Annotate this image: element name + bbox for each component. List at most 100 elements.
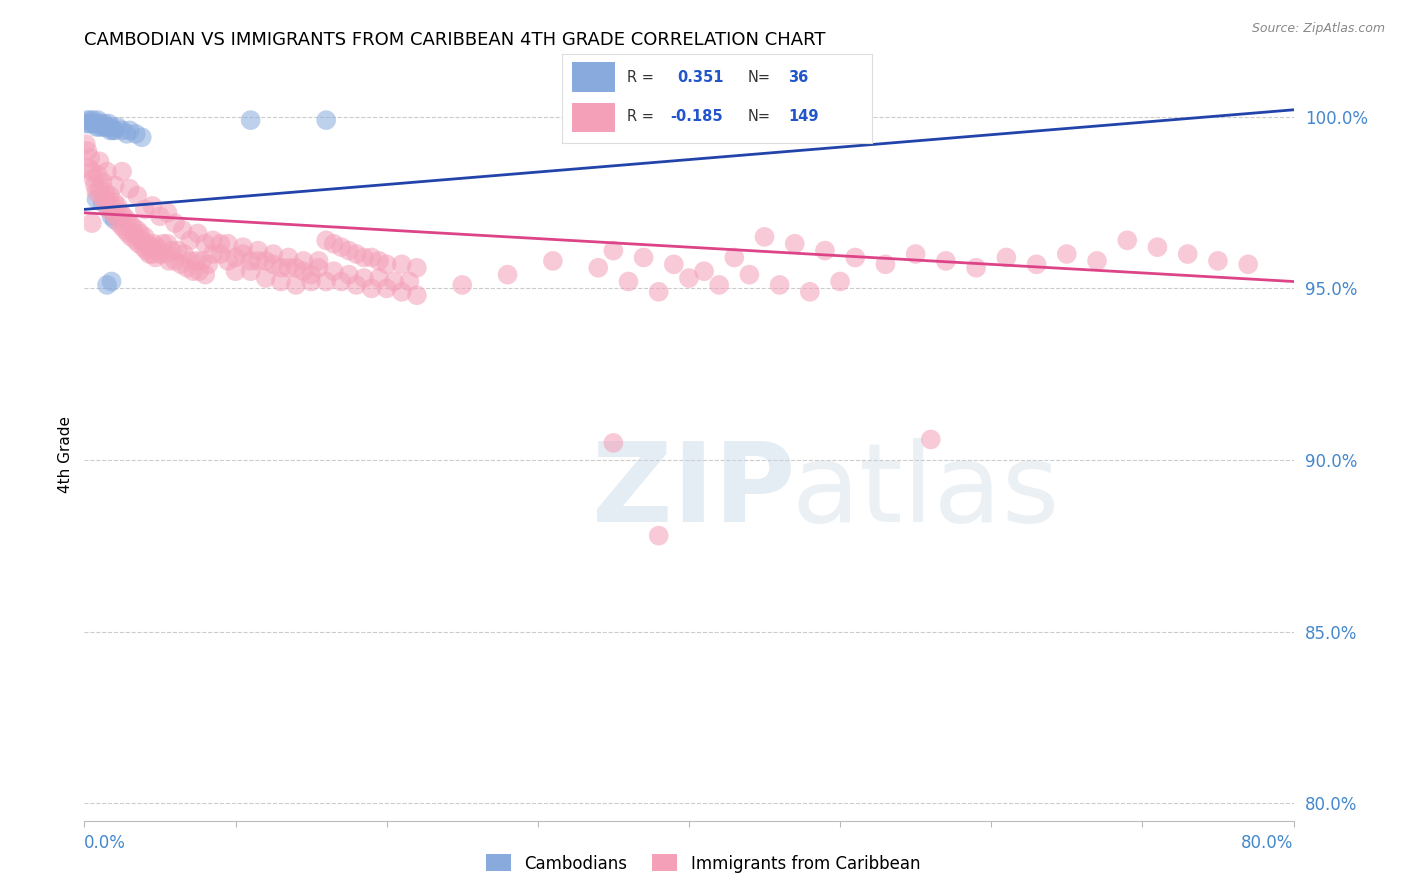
Point: [201, 247, 224, 261]
Point: [197, 257, 219, 271]
Point: [262, 257, 284, 271]
Point: [209, 247, 232, 261]
Point: [330, 275, 353, 289]
Point: [100, 209, 122, 223]
Point: [77, 161, 100, 176]
Point: [172, 223, 194, 237]
Text: CAMBODIAN VS IMMIGRANTS FROM CARIBBEAN 4TH GRADE CORRELATION CHART: CAMBODIAN VS IMMIGRANTS FROM CARIBBEAN 4…: [84, 31, 825, 49]
Point: [285, 260, 308, 275]
Point: [91, 195, 114, 210]
Point: [76, 113, 98, 128]
Point: [125, 233, 148, 247]
Y-axis label: 4th Grade: 4th Grade: [58, 417, 73, 493]
Point: [94, 185, 117, 199]
Point: [122, 227, 145, 241]
Point: [97, 202, 120, 217]
Point: [96, 277, 118, 292]
Point: [337, 244, 360, 258]
Point: [104, 123, 127, 137]
Point: [322, 264, 344, 278]
Point: [254, 253, 277, 268]
Point: [406, 260, 429, 275]
Point: [105, 209, 128, 223]
Point: [1116, 233, 1139, 247]
Point: [170, 257, 193, 271]
Point: [134, 202, 156, 217]
Point: [451, 277, 474, 292]
Text: 149: 149: [789, 109, 818, 124]
Point: [346, 247, 368, 261]
Point: [86, 192, 108, 206]
Point: [346, 277, 368, 292]
Point: [315, 275, 337, 289]
Point: [738, 268, 761, 282]
Point: [87, 113, 110, 128]
Point: [406, 288, 429, 302]
Point: [134, 230, 156, 244]
Point: [160, 244, 183, 258]
Point: [136, 236, 159, 251]
Point: [97, 116, 120, 130]
Point: [602, 436, 624, 450]
Point: [173, 247, 195, 261]
Point: [96, 120, 118, 134]
Point: [91, 175, 114, 189]
Point: [157, 253, 180, 268]
Point: [87, 168, 110, 182]
Point: [239, 264, 262, 278]
Point: [375, 257, 398, 271]
Point: [98, 188, 121, 202]
Point: [1206, 253, 1229, 268]
Point: [1056, 247, 1078, 261]
Point: [156, 236, 179, 251]
Point: [875, 257, 897, 271]
Point: [247, 244, 270, 258]
Point: [1177, 247, 1199, 261]
Point: [80, 116, 103, 130]
Point: [108, 216, 131, 230]
Point: [152, 236, 174, 251]
Point: [186, 253, 208, 268]
Point: [155, 247, 177, 261]
Point: [270, 260, 292, 275]
Point: [100, 275, 122, 289]
Point: [330, 240, 353, 254]
Text: R =: R =: [627, 109, 654, 124]
Point: [115, 127, 138, 141]
Legend: Cambodians, Immigrants from Caribbean: Cambodians, Immigrants from Caribbean: [479, 847, 927, 880]
Point: [391, 257, 413, 271]
Point: [814, 244, 837, 258]
Point: [292, 264, 315, 278]
Point: [96, 192, 118, 206]
Point: [217, 253, 239, 268]
Point: [254, 271, 277, 285]
Point: [353, 271, 375, 285]
Point: [127, 188, 149, 202]
Point: [118, 182, 141, 196]
Point: [94, 120, 117, 134]
Point: [496, 268, 519, 282]
Point: [111, 123, 134, 137]
Point: [110, 206, 132, 220]
Point: [149, 209, 172, 223]
Point: [86, 185, 108, 199]
Point: [118, 123, 141, 137]
Text: N=: N=: [748, 109, 770, 124]
Point: [783, 236, 806, 251]
Point: [247, 253, 270, 268]
Point: [77, 116, 100, 130]
Point: [588, 260, 610, 275]
Text: atlas: atlas: [792, 438, 1060, 545]
Point: [709, 277, 731, 292]
Point: [118, 216, 141, 230]
Point: [965, 260, 987, 275]
Point: [111, 219, 134, 234]
Point: [391, 285, 413, 299]
Point: [830, 275, 852, 289]
Point: [104, 195, 127, 210]
Point: [648, 528, 671, 542]
Point: [176, 260, 198, 275]
Point: [111, 164, 134, 178]
Point: [995, 251, 1018, 265]
Point: [89, 154, 111, 169]
